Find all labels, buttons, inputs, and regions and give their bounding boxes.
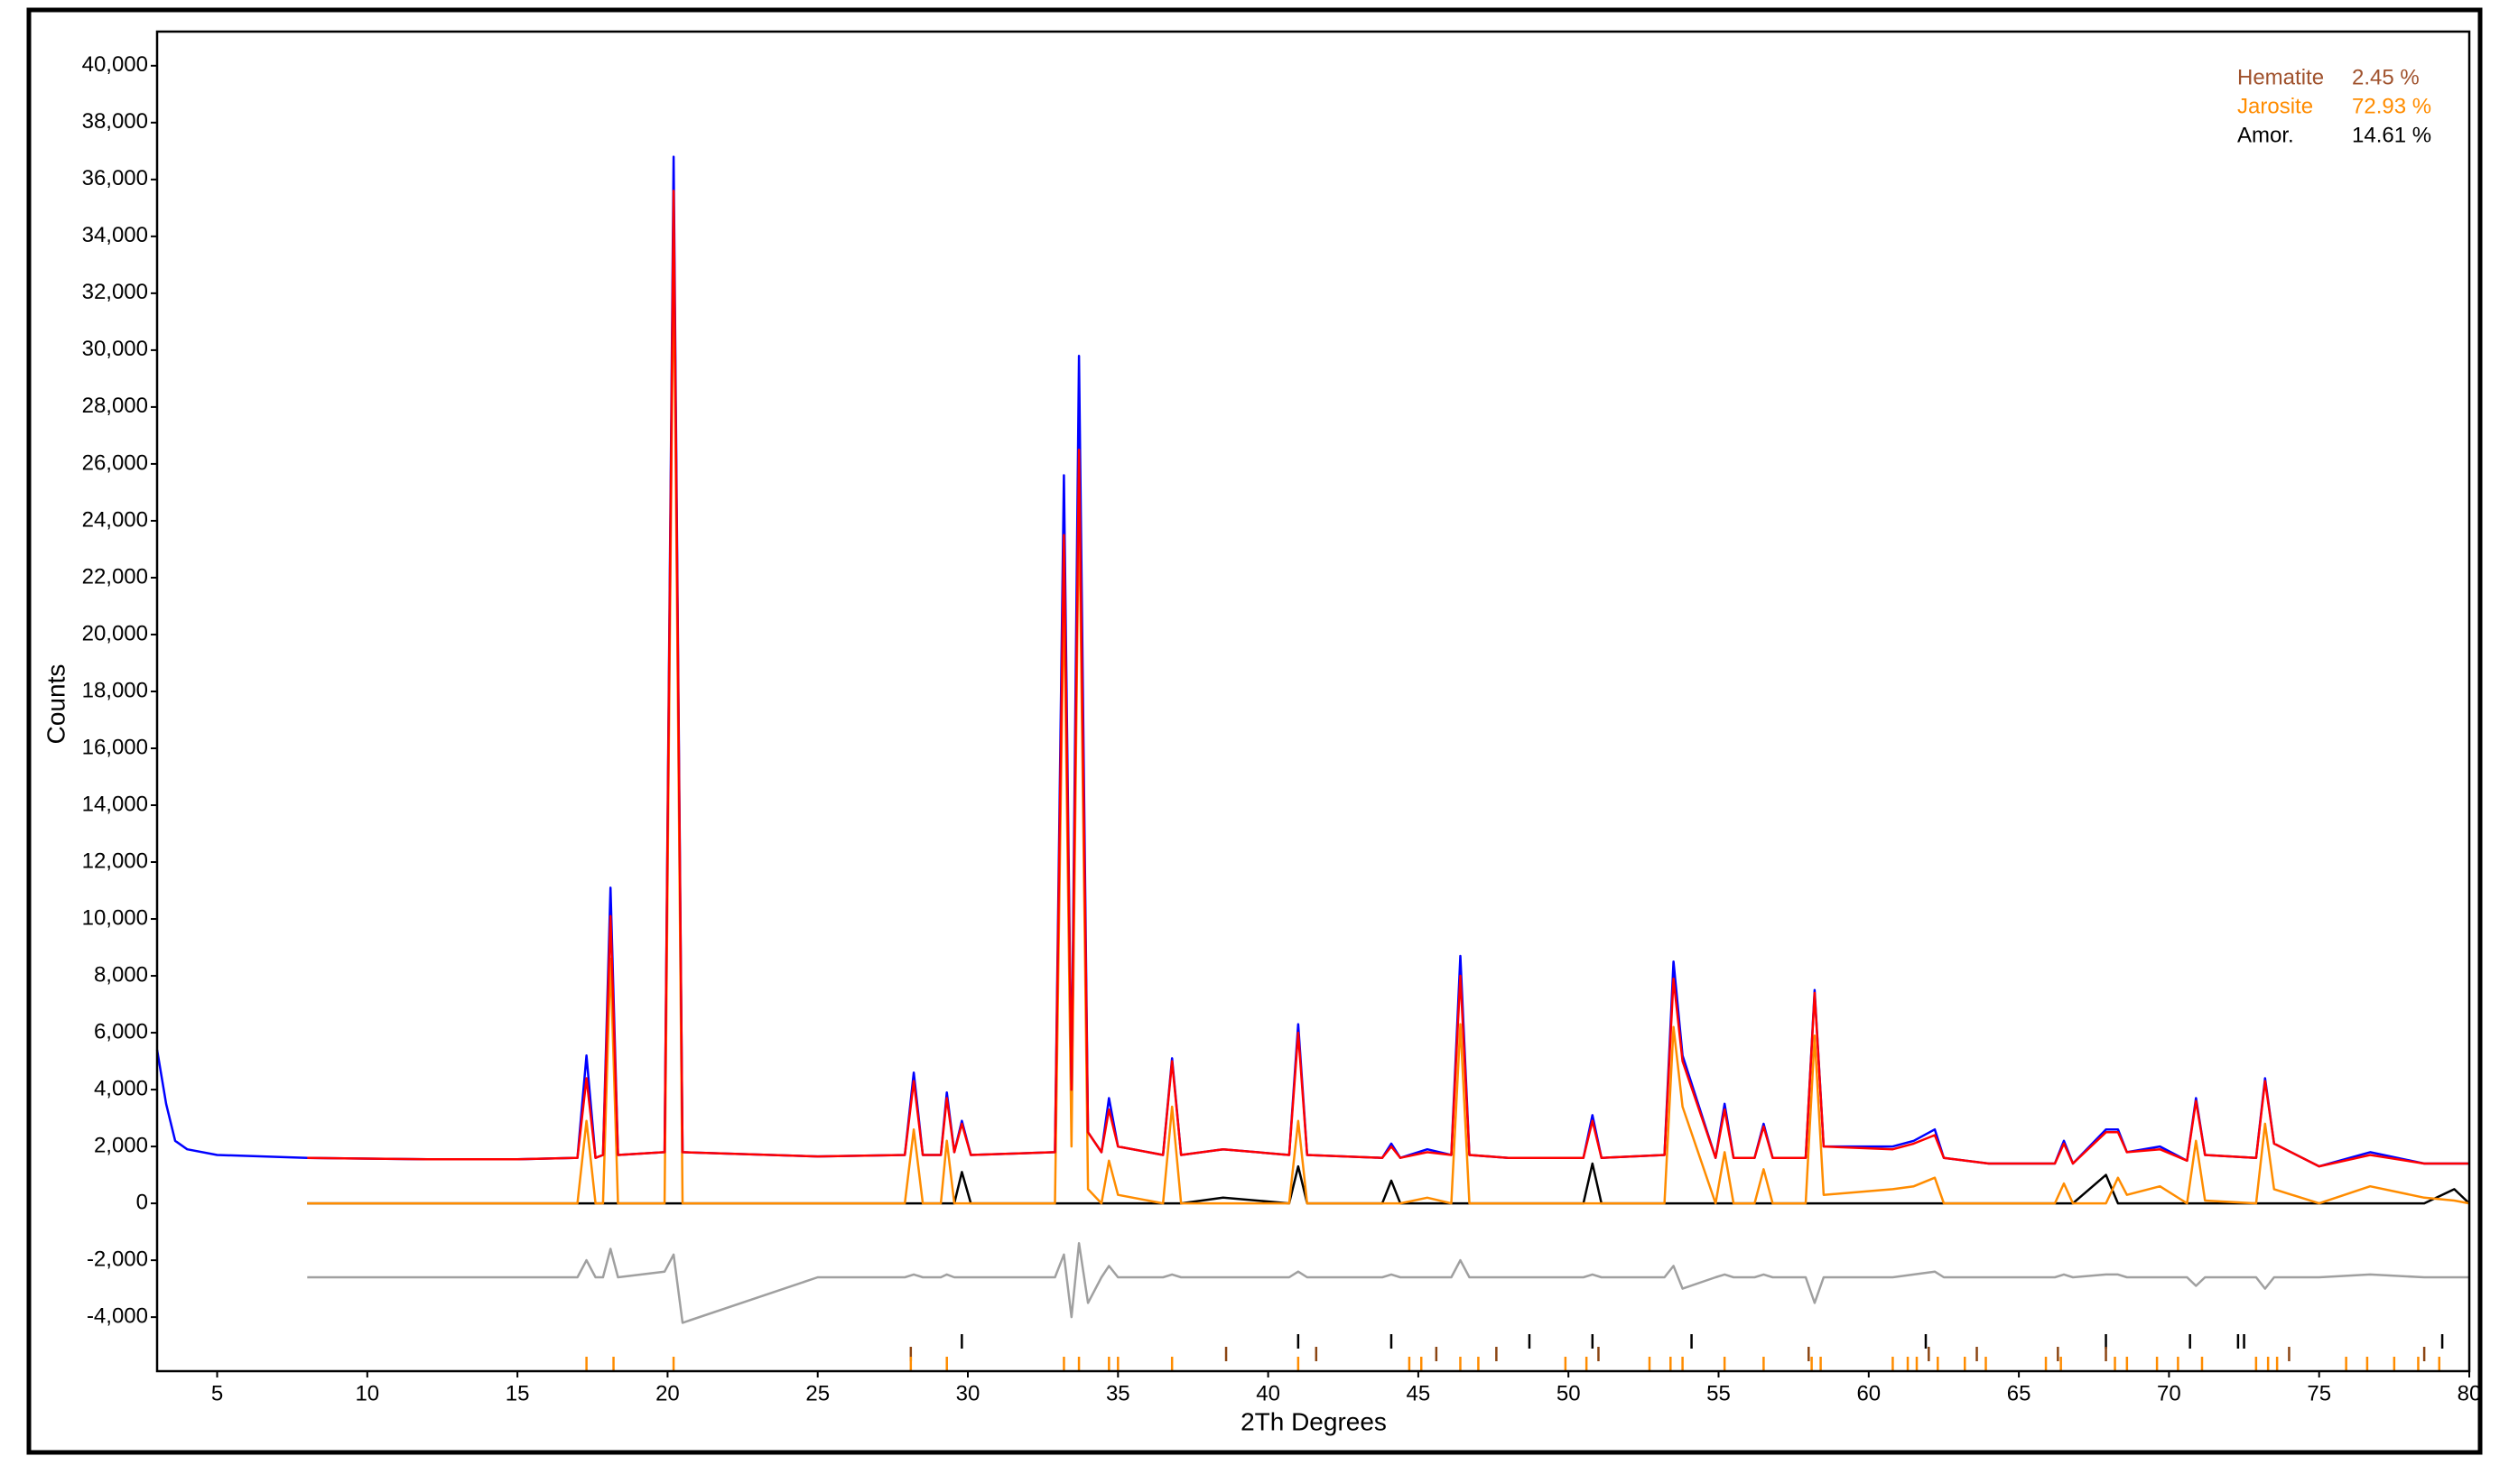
y-tick-label: 32,000 [82, 280, 148, 304]
legend-value: 2.45 % [2352, 65, 2420, 89]
y-tick-label: 6,000 [94, 1019, 148, 1043]
y-tick-label: 14,000 [82, 792, 148, 816]
y-tick-label: -2,000 [87, 1247, 148, 1271]
x-tick-label: 35 [1106, 1381, 1130, 1405]
pattern-line [307, 1162, 2470, 1205]
y-tick-label: 30,000 [82, 337, 148, 361]
legend-name: Hematite [2237, 65, 2324, 89]
x-tick-label: 5 [211, 1381, 223, 1405]
y-tick-label: 40,000 [82, 52, 148, 77]
pattern-line [155, 155, 2469, 1168]
y-tick-label: 10,000 [82, 905, 148, 930]
y-tick-label: 20,000 [82, 621, 148, 645]
x-tick-label: 55 [1706, 1381, 1731, 1405]
x-tick-label: 25 [805, 1381, 830, 1405]
y-tick-label: 36,000 [82, 166, 148, 190]
y-tick-label: 24,000 [82, 507, 148, 532]
y-tick-label: 18,000 [82, 678, 148, 702]
x-tick-label: 20 [655, 1381, 680, 1405]
y-tick-label: 34,000 [82, 223, 148, 247]
y-tick-label: 22,000 [82, 564, 148, 589]
x-tick-label: 80 [2458, 1381, 2482, 1405]
x-tick-label: 70 [2157, 1381, 2181, 1405]
y-tick-label: -4,000 [87, 1303, 148, 1328]
y-tick-label: 4,000 [94, 1076, 148, 1100]
pattern-line [307, 190, 2469, 1168]
y-tick-label: 16,000 [82, 735, 148, 759]
legend-name: Amor. [2237, 123, 2294, 147]
x-tick-label: 65 [2007, 1381, 2031, 1405]
y-tick-label: 26,000 [82, 450, 148, 475]
y-tick-label: 38,000 [82, 109, 148, 134]
plot-frame [155, 30, 2471, 1373]
legend-name: Jarosite [2237, 94, 2313, 118]
x-tick-label: 60 [1856, 1381, 1881, 1405]
outer-frame [26, 7, 2483, 1455]
legend-value: 72.93 % [2352, 94, 2431, 118]
pattern-line [307, 1241, 2469, 1324]
x-tick-label: 30 [956, 1381, 980, 1405]
x-tick-label: 75 [2307, 1381, 2331, 1405]
y-axis-label: Counts [42, 664, 70, 745]
y-tick-label: 12,000 [82, 849, 148, 873]
x-tick-label: 45 [1407, 1381, 1431, 1405]
x-tick-label: 40 [1256, 1381, 1280, 1405]
legend-value: 14.61 % [2352, 123, 2431, 147]
x-tick-label: 15 [506, 1381, 530, 1405]
x-tick-label: 10 [355, 1381, 379, 1405]
y-tick-label: 8,000 [94, 962, 148, 987]
y-tick-label: 28,000 [82, 394, 148, 418]
pattern-line [307, 235, 2470, 1205]
x-axis-label: 2Th Degrees [1241, 1407, 1387, 1435]
y-tick-label: 2,000 [94, 1133, 148, 1157]
x-tick-label: 50 [1557, 1381, 1581, 1405]
y-tick-label: 0 [136, 1190, 148, 1214]
